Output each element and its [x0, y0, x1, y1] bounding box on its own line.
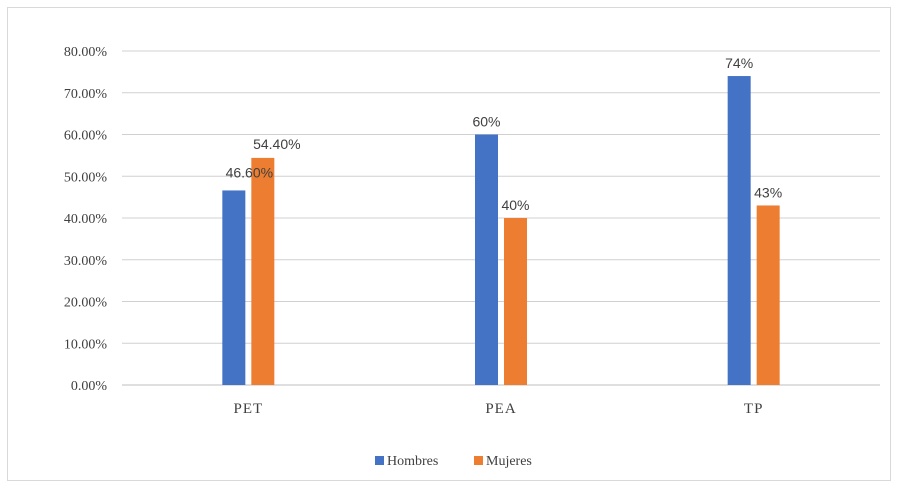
data-labels: 46.60% 54.40% 60% 40% 74% 43% — [226, 55, 783, 213]
y-tick-label: 40.00% — [64, 212, 108, 227]
y-tick-label: 70.00% — [64, 87, 108, 102]
y-tick-label: 80.00% — [64, 45, 108, 60]
y-tick-label: 30.00% — [64, 254, 108, 269]
y-tick-label: 60.00% — [64, 129, 108, 144]
data-label: 40% — [501, 197, 529, 213]
data-label: 46.60% — [226, 164, 273, 180]
legend-swatch-hombres — [375, 456, 384, 465]
y-tick-label: 20.00% — [64, 296, 108, 311]
bar-hombres-tp — [727, 76, 751, 386]
bar-mujeres-tp — [756, 205, 780, 385]
data-label: 43% — [754, 184, 782, 200]
y-axis-ticks: 0.00% 10.00% 20.00% 30.00% 40.00% 50.00% 60.00… — [64, 45, 108, 394]
bar-mujeres-pea — [504, 218, 527, 385]
bars — [222, 76, 780, 386]
legend: Hombres Mujeres — [375, 454, 532, 469]
y-tick-label: 50.00% — [64, 170, 108, 185]
legend-label: Mujeres — [486, 454, 532, 469]
x-tick-label: PEA — [485, 401, 516, 417]
legend-label: Hombres — [387, 454, 438, 469]
bar-hombres-pet — [222, 190, 246, 385]
data-label: 54.40% — [253, 136, 300, 152]
legend-swatch-mujeres — [474, 456, 483, 465]
bar-mujeres-pet — [251, 157, 275, 385]
data-label: 74% — [725, 55, 753, 71]
bar-hombres-pea — [475, 134, 498, 385]
x-tick-label: TP — [744, 401, 764, 417]
gridlines — [122, 50, 880, 386]
x-axis-categories: PET PEA TP — [233, 401, 764, 417]
data-label: 60% — [472, 114, 500, 130]
y-tick-label: 10.00% — [64, 337, 108, 352]
y-tick-label: 0.00% — [71, 379, 108, 394]
x-tick-label: PET — [233, 401, 263, 417]
